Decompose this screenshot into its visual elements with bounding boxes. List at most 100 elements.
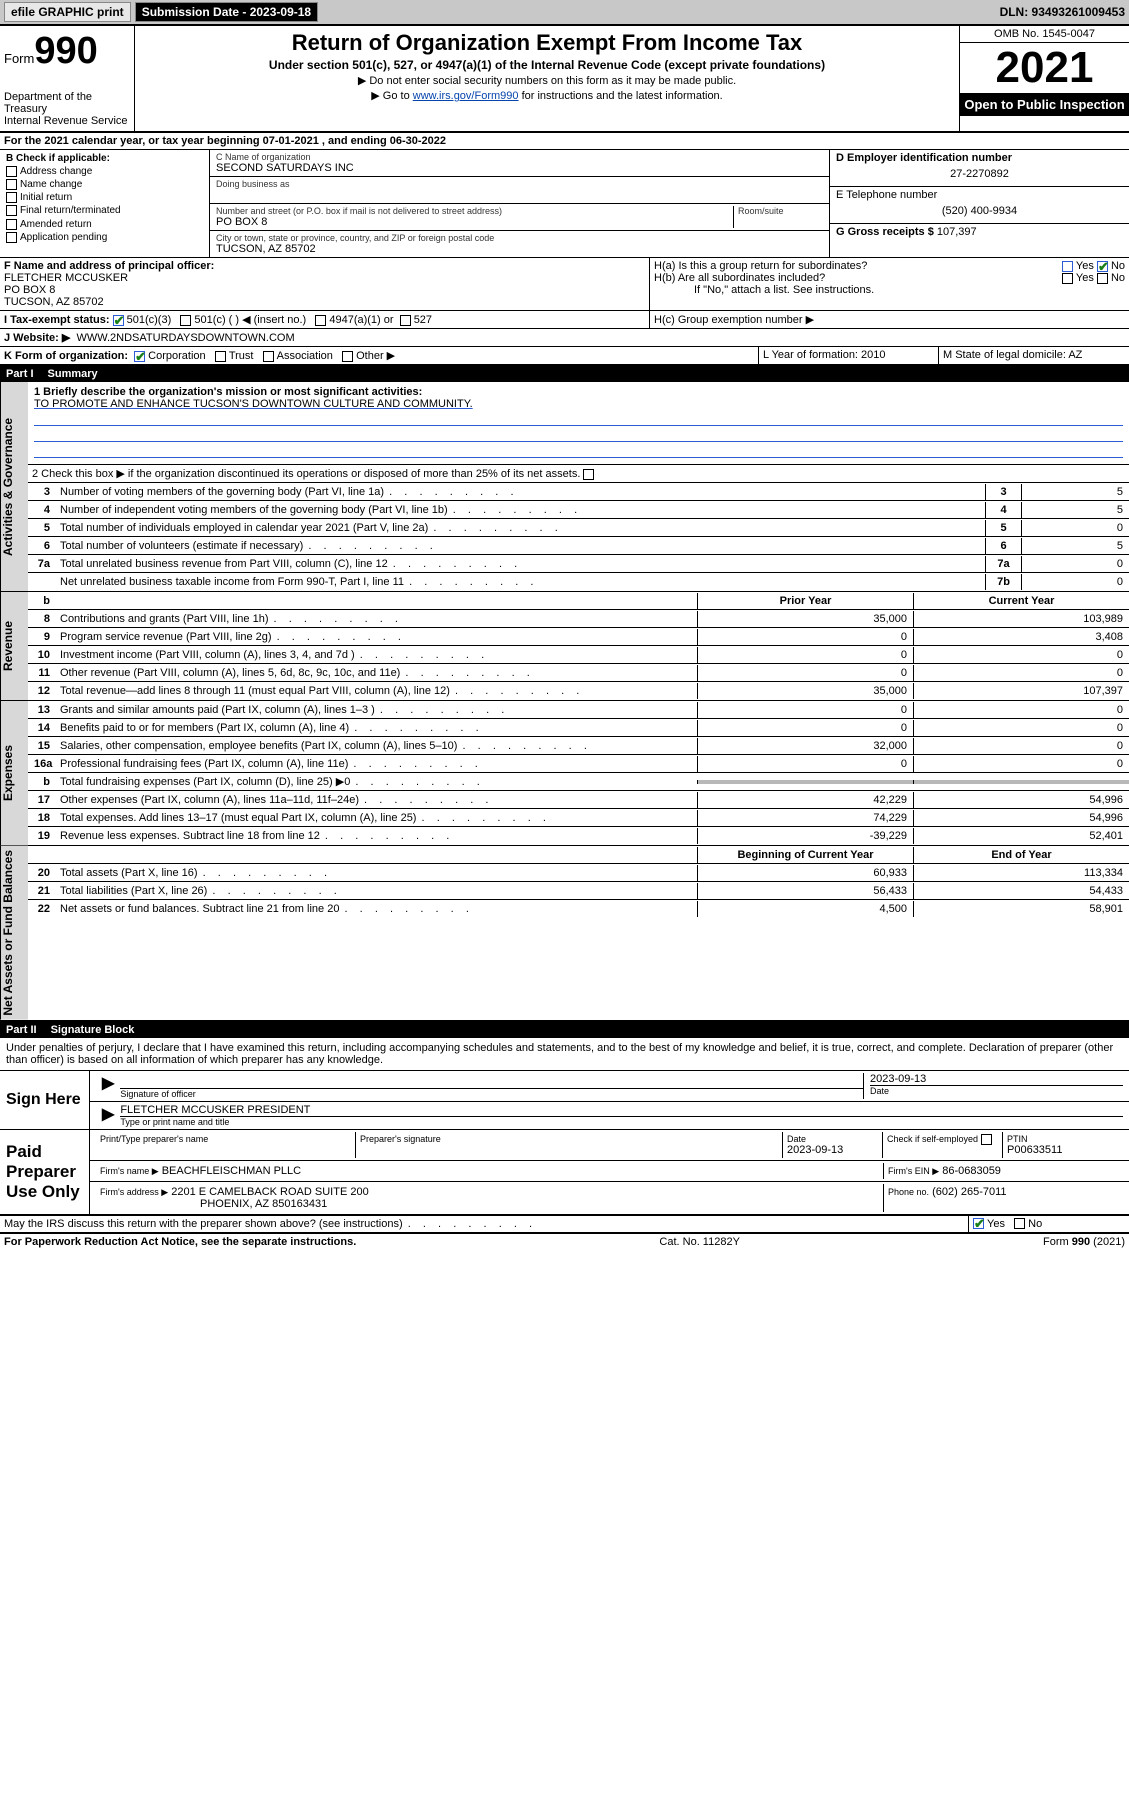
prior-year-value <box>697 780 913 784</box>
summary-row: 14 Benefits paid to or for members (Part… <box>28 719 1129 737</box>
phone-label: E Telephone number <box>836 189 1123 201</box>
row-number: 4 <box>28 502 56 518</box>
caret-icon: ▶ <box>96 1073 120 1099</box>
row-box: 3 <box>985 484 1021 500</box>
summary-row: 15 Salaries, other compensation, employe… <box>28 737 1129 755</box>
row-box: 5 <box>985 520 1021 536</box>
chk-name-change[interactable]: Name change <box>6 178 203 191</box>
summary-row: 22 Net assets or fund balances. Subtract… <box>28 900 1129 918</box>
summary-row: 20 Total assets (Part X, line 16) 60,933… <box>28 864 1129 882</box>
current-year-value: 0 <box>913 702 1129 718</box>
prior-year-value: 0 <box>697 720 913 736</box>
sign-here-section: Sign Here ▶ Signature of officer 2023-09… <box>0 1071 1129 1130</box>
row-text: Total unrelated business revenue from Pa… <box>56 556 985 572</box>
dept-treasury: Department of the Treasury <box>4 91 130 115</box>
prior-year-value: 35,000 <box>697 683 913 699</box>
tax-year: 2021 <box>960 43 1129 93</box>
caret-icon: ▶ <box>96 1104 120 1127</box>
row-number: 17 <box>28 792 56 808</box>
current-year-value: 0 <box>913 738 1129 754</box>
activities-governance-section: Activities & Governance 1 Briefly descri… <box>0 382 1129 592</box>
hb-row: H(b) Are all subordinates included? Yes … <box>654 272 1125 284</box>
ein-value: 27-2270892 <box>836 164 1123 184</box>
chk-amended-return[interactable]: Amended return <box>6 218 203 231</box>
summary-row: 9 Program service revenue (Part VIII, li… <box>28 628 1129 646</box>
firm-addr2: PHOENIX, AZ 850163431 <box>100 1198 879 1210</box>
current-year-value: 0 <box>913 756 1129 772</box>
chk-discuss-yes[interactable] <box>973 1218 984 1229</box>
row-value: 5 <box>1021 484 1129 500</box>
prep-date-label: Date <box>787 1134 878 1144</box>
chk-501c[interactable] <box>180 315 191 326</box>
chk-4947[interactable] <box>315 315 326 326</box>
prior-year-value: 0 <box>697 702 913 718</box>
row-number: 14 <box>28 720 56 736</box>
row-number: 12 <box>28 683 56 699</box>
year-formation: L Year of formation: 2010 <box>759 347 939 364</box>
paid-preparer-label: Paid Preparer Use Only <box>0 1130 90 1214</box>
chk-trust[interactable] <box>215 351 226 362</box>
prior-year-value: 60,933 <box>697 865 913 881</box>
col-current-year: Current Year <box>913 593 1129 609</box>
prior-year-value: 0 <box>697 629 913 645</box>
row-number: 9 <box>28 629 56 645</box>
j-website: J Website: ▶ WWW.2NDSATURDAYSDOWNTOWN.CO… <box>0 329 1129 347</box>
f-h-section: F Name and address of principal officer:… <box>0 258 1129 311</box>
summary-row: 19 Revenue less expenses. Subtract line … <box>28 827 1129 845</box>
row-text: Number of independent voting members of … <box>56 502 985 518</box>
row-number: 18 <box>28 810 56 826</box>
chk-corporation[interactable] <box>134 351 145 362</box>
summary-row: 13 Grants and similar amounts paid (Part… <box>28 701 1129 719</box>
chk-discontinued[interactable] <box>583 469 594 480</box>
row-value: 5 <box>1021 538 1129 554</box>
chk-association[interactable] <box>263 351 274 362</box>
ein-label: D Employer identification number <box>836 152 1123 164</box>
firm-phone: (602) 265-7011 <box>932 1186 1006 1198</box>
row-number: 13 <box>28 702 56 718</box>
catalog-number: Cat. No. 11282Y <box>659 1236 740 1248</box>
row-value: 5 <box>1021 502 1129 518</box>
omb-number: OMB No. 1545-0047 <box>960 26 1129 43</box>
officer-name-title: FLETCHER MCCUSKER PRESIDENT <box>120 1104 1123 1116</box>
row-number: 19 <box>28 828 56 844</box>
chk-discuss-no[interactable] <box>1014 1218 1025 1229</box>
chk-address-change[interactable]: Address change <box>6 165 203 178</box>
row-number: 7a <box>28 556 56 572</box>
row-number: 21 <box>28 883 56 899</box>
row-text: Contributions and grants (Part VIII, lin… <box>56 611 697 627</box>
paid-preparer-section: Paid Preparer Use Only Print/Type prepar… <box>0 1130 1129 1216</box>
q2-text: 2 Check this box ▶ if the organization d… <box>28 465 1129 482</box>
efile-print-button[interactable]: efile GRAPHIC print <box>4 2 131 22</box>
chk-initial-return[interactable]: Initial return <box>6 191 203 204</box>
chk-527[interactable] <box>400 315 411 326</box>
row-number: 8 <box>28 611 56 627</box>
current-year-value: 54,996 <box>913 810 1129 826</box>
paperwork-notice: For Paperwork Reduction Act Notice, see … <box>4 1236 356 1248</box>
chk-501c3[interactable] <box>113 315 124 326</box>
prior-year-value: 42,229 <box>697 792 913 808</box>
sig-officer-label: Signature of officer <box>120 1089 863 1099</box>
city-state-zip: TUCSON, AZ 85702 <box>216 243 823 255</box>
current-year-value: 0 <box>913 665 1129 681</box>
current-year-value: 103,989 <box>913 611 1129 627</box>
chk-application-pending[interactable]: Application pending <box>6 231 203 244</box>
chk-final-return[interactable]: Final return/terminated <box>6 204 203 217</box>
hb-note: If "No," attach a list. See instructions… <box>654 284 1125 296</box>
irs-label: Internal Revenue Service <box>4 115 130 127</box>
prior-year-value: 4,500 <box>697 901 913 917</box>
row-text: Total fundraising expenses (Part IX, col… <box>56 773 697 790</box>
row-text: Program service revenue (Part VIII, line… <box>56 629 697 645</box>
irs-form990-link[interactable]: www.irs.gov/Form990 <box>413 90 519 102</box>
page-footer: For Paperwork Reduction Act Notice, see … <box>0 1233 1129 1250</box>
ptin-value: P00633511 <box>1007 1144 1119 1156</box>
ha-row: H(a) Is this a group return for subordin… <box>654 260 1125 272</box>
chk-self-employed[interactable] <box>981 1134 992 1145</box>
state-domicile: M State of legal domicile: AZ <box>939 347 1129 364</box>
chk-other[interactable] <box>342 351 353 362</box>
row-number: 11 <box>28 665 56 681</box>
topbar: efile GRAPHIC print Submission Date - 20… <box>0 0 1129 24</box>
row-text: Net unrelated business taxable income fr… <box>56 574 985 590</box>
row-box: 6 <box>985 538 1021 554</box>
prior-year-value: -39,229 <box>697 828 913 844</box>
prior-year-value: 0 <box>697 665 913 681</box>
